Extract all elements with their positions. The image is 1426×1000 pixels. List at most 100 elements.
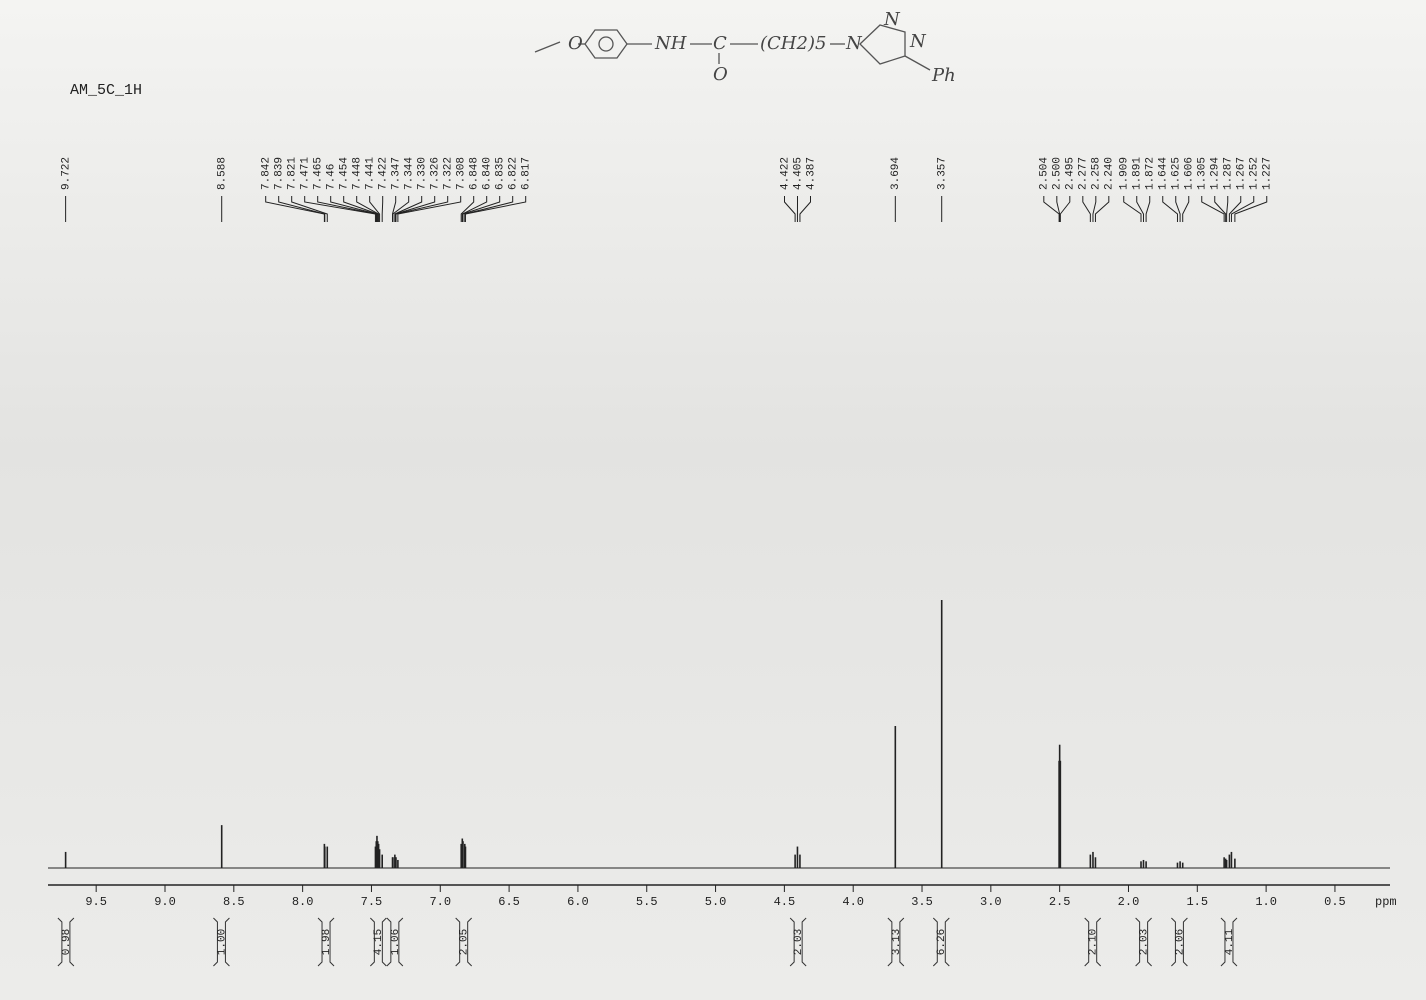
structure-label: C xyxy=(713,33,727,54)
peak-label: 1.305 xyxy=(1197,157,1209,190)
peak-label: 7.448 xyxy=(352,157,364,190)
integral-bracket xyxy=(455,917,473,967)
peak-leader xyxy=(1136,196,1144,222)
x-tick-label: 1.5 xyxy=(1186,895,1208,909)
peak-label: 2.504 xyxy=(1039,157,1051,190)
x-tick-label: 9.0 xyxy=(154,895,176,909)
peak-label: 1.909 xyxy=(1119,157,1131,190)
integral-label: 3.13 xyxy=(891,929,903,955)
peak-leader xyxy=(1234,196,1268,222)
structure-label: NH xyxy=(654,33,687,54)
peak-label: 6.840 xyxy=(482,157,494,190)
structure-label: (CH2)5 xyxy=(760,33,826,54)
peak-label: 4.422 xyxy=(779,157,791,190)
integral-bracket xyxy=(1135,917,1152,967)
peak-leader xyxy=(1094,196,1110,222)
integral-bracket xyxy=(317,917,335,967)
peak-label: 1.891 xyxy=(1132,157,1144,190)
integral-bracket xyxy=(386,917,404,967)
integral-label: 4.15 xyxy=(373,929,385,955)
structure xyxy=(534,24,931,71)
peak-label: 3.357 xyxy=(937,157,949,190)
x-tick-label: 0.5 xyxy=(1324,895,1346,909)
integral-label: 2.05 xyxy=(459,929,471,955)
peak-leader xyxy=(462,196,501,222)
peak-leader xyxy=(343,196,379,222)
x-tick-label: 5.0 xyxy=(705,895,727,909)
x-tick-label: 8.0 xyxy=(292,895,314,909)
integral-label: 2.03 xyxy=(793,929,805,955)
peak-label: 7.441 xyxy=(365,157,377,190)
peak-leader xyxy=(784,196,796,222)
integral-label: 4.11 xyxy=(1224,928,1236,955)
peak-leader xyxy=(1043,196,1060,222)
x-axis-label: ppm xyxy=(1375,895,1397,909)
peak-label: 6.848 xyxy=(469,157,481,190)
peak-label: 7.326 xyxy=(430,157,442,190)
chart-title: AM_5C_1H xyxy=(70,82,142,99)
peak-leader xyxy=(330,196,378,222)
peak-label: 7.842 xyxy=(261,157,273,190)
peak-label: 1.294 xyxy=(1210,157,1222,190)
x-tick-label: 4.5 xyxy=(774,895,796,909)
peak-leader xyxy=(1201,196,1225,222)
peak-label: 2.277 xyxy=(1078,157,1090,190)
peak-label: 1.252 xyxy=(1249,157,1261,190)
integral-bracket xyxy=(932,917,950,967)
peak-leader xyxy=(1059,196,1071,222)
triazole xyxy=(859,24,906,65)
peak-label: 7.471 xyxy=(300,157,312,190)
peak-label: 7.422 xyxy=(378,157,390,190)
x-tick-label: 2.5 xyxy=(1049,895,1071,909)
integral-label: 1.98 xyxy=(321,929,333,955)
peak-leader xyxy=(278,196,326,222)
peak-label: 4.405 xyxy=(792,157,804,190)
peak-label: 3.694 xyxy=(890,157,902,190)
peak-leader xyxy=(460,196,475,222)
peak-leader xyxy=(1214,196,1227,222)
structure-label: N xyxy=(909,31,927,52)
bond xyxy=(534,41,561,53)
peak-label: 6.817 xyxy=(521,157,533,190)
peak-label: 1.227 xyxy=(1262,157,1274,190)
integral-label: 2.06 xyxy=(1174,929,1186,955)
peak-label: 1.872 xyxy=(1145,157,1157,190)
integral-bracket xyxy=(1084,917,1102,967)
peak-leader xyxy=(265,196,325,222)
peak-leader xyxy=(1228,196,1242,222)
peak-leader xyxy=(1082,196,1091,222)
x-tick-label: 9.5 xyxy=(85,895,107,909)
peak-label: 9.722 xyxy=(61,157,73,190)
structure-label: O xyxy=(568,33,583,54)
peak-leader xyxy=(464,196,527,222)
peak-leader xyxy=(395,196,449,222)
integral-bracket xyxy=(887,917,905,967)
peak-leader xyxy=(291,196,328,222)
peak-leader xyxy=(799,196,812,222)
peak-leader xyxy=(1092,196,1097,222)
x-tick-label: 7.0 xyxy=(429,895,451,909)
peak-leader xyxy=(381,196,384,222)
integral-label: 1.06 xyxy=(390,929,402,955)
peak-label: 6.822 xyxy=(508,157,520,190)
peak-label: 7.344 xyxy=(404,157,416,190)
ring xyxy=(584,29,628,59)
peak-label: 7.465 xyxy=(313,157,325,190)
peak-label: 2.500 xyxy=(1052,157,1064,190)
peak-label: 1.267 xyxy=(1236,157,1248,190)
peak-leader xyxy=(1182,196,1190,222)
peak-label: 1.625 xyxy=(1171,157,1183,190)
peak-leader xyxy=(394,196,436,222)
peak-leader xyxy=(394,196,423,222)
x-tick-label: 5.5 xyxy=(636,895,658,909)
peak-leader xyxy=(1162,196,1178,222)
integral-label: 1.00 xyxy=(216,929,228,955)
peak-label: 7.347 xyxy=(391,157,403,190)
x-tick-label: 6.0 xyxy=(567,895,589,909)
peak-label: 1.644 xyxy=(1158,157,1170,190)
peak-label: 2.258 xyxy=(1091,157,1103,190)
x-tick-label: 2.0 xyxy=(1118,895,1140,909)
peak-label: 7.322 xyxy=(443,157,455,190)
x-tick-label: 3.5 xyxy=(911,895,933,909)
